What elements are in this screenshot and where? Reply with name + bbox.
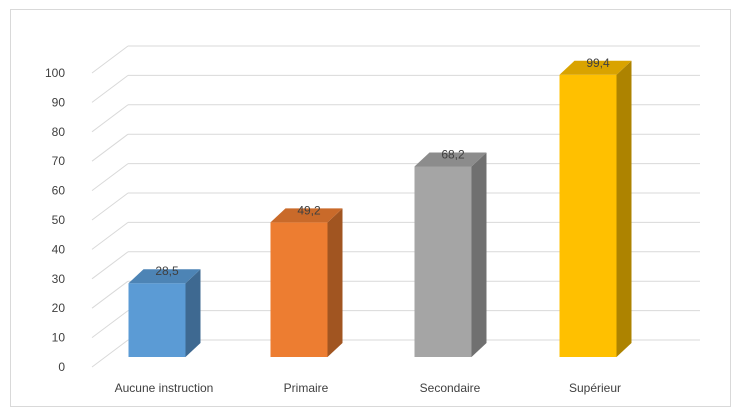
- data-label: 28,5: [155, 264, 179, 278]
- gridline-diagonal: [91, 133, 129, 162]
- y-tick-label: 80: [52, 125, 66, 139]
- y-tick-label: 0: [58, 360, 65, 374]
- bar: [128, 283, 186, 357]
- category-label: Supérieur: [569, 381, 621, 395]
- gridline-diagonal: [91, 280, 129, 309]
- data-label: 49,2: [297, 203, 321, 217]
- y-tick-label: 20: [52, 301, 66, 315]
- gridline-diagonal: [91, 221, 129, 250]
- gridline-diagonal: [91, 104, 129, 133]
- category-label: Secondaire: [420, 381, 481, 395]
- bar-top: [559, 60, 632, 75]
- bar-top: [128, 269, 201, 284]
- bars: [128, 60, 632, 357]
- gridline-diagonal: [91, 339, 129, 368]
- bar-side: [185, 269, 201, 357]
- y-tick-label: 40: [52, 242, 66, 256]
- gridline-diagonal: [91, 310, 129, 339]
- gridline-diagonal: [91, 163, 129, 192]
- bar: [270, 222, 328, 357]
- gridline-diagonal: [91, 45, 129, 74]
- y-tick-label: 30: [52, 272, 66, 286]
- bar: [559, 74, 617, 357]
- bar-side: [327, 208, 343, 357]
- category-label: Primaire: [284, 381, 329, 395]
- bar-side: [616, 60, 632, 357]
- x-axis-labels: Aucune instruction Primaire Secondaire Supé…: [115, 381, 621, 395]
- category-label: Aucune instruction: [115, 381, 214, 395]
- gridline-diagonal: [91, 251, 129, 280]
- data-label: 99,4: [586, 56, 610, 70]
- gridline-diagonal: [91, 192, 129, 221]
- y-tick-label: 70: [52, 154, 66, 168]
- y-axis-ticks: 0 10 20 30 40 50 60 70 80 90 100: [45, 66, 65, 374]
- bar: [414, 166, 472, 357]
- data-label: 68,2: [441, 147, 465, 161]
- bar-side: [471, 152, 487, 357]
- y-tick-label: 90: [52, 95, 66, 109]
- y-tick-label: 10: [52, 331, 66, 345]
- data-labels: 28,5 49,2 68,2 99,4: [155, 56, 610, 278]
- y-tick-label: 50: [52, 213, 66, 227]
- y-tick-label: 100: [45, 66, 65, 80]
- bar-top: [270, 208, 343, 223]
- bar-top: [414, 152, 487, 167]
- y-tick-label: 60: [52, 184, 66, 198]
- gridline-diagonal: [91, 75, 129, 103]
